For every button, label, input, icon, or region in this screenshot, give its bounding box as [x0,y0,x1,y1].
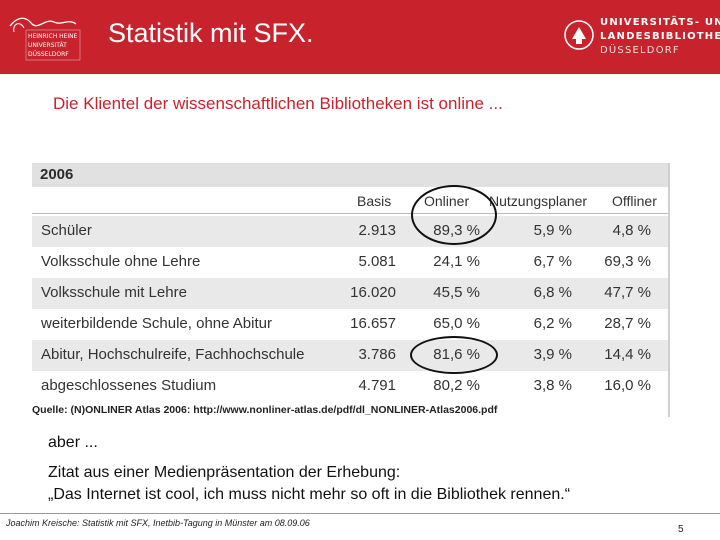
cell-basis: 2.913 [358,222,396,239]
column-header-nutzungsplaner: Nutzungsplaner [489,193,588,209]
cell-basis: 3.786 [358,346,396,363]
table-row: abgeschlossenes Studium 4.791 80,2 % 3,8… [32,371,668,402]
table-row: Volksschule ohne Lehre 5.081 24,1 % 6,7 … [32,247,668,278]
ulb-logo-line: DÜSSELDORF [600,45,680,56]
cell-nutzungsplaner: 6,8 % [533,284,572,301]
highlight-ring-abitur [410,336,498,374]
table-year: 2006 [40,166,74,183]
cell-offliner: 69,3 % [604,253,651,270]
row-label: Volksschule ohne Lehre [41,253,201,270]
table-source: Quelle: (N)ONLINER Atlas 2006: http://ww… [32,404,498,416]
cell-offliner: 4,8 % [612,222,651,239]
row-label: Abitur, Hochschulreife, Fachhochschule [41,346,305,363]
quote-text: „Das Internet ist cool, ich muss nicht m… [48,486,571,503]
table-row: Abitur, Hochschulreife, Fachhochschule 3… [32,340,668,371]
cell-basis: 16.657 [350,315,396,332]
cell-onliner: 24,1 % [433,253,480,270]
cell-nutzungsplaner: 5,9 % [533,222,572,239]
hhu-logo-line: DÜSSELDORF [28,51,69,58]
quote-intro: Zitat aus einer Medienpräsentation der E… [48,464,401,481]
page-number: 5 [678,524,684,535]
row-label: Volksschule mit Lehre [41,284,187,301]
cell-onliner: 80,2 % [433,377,480,394]
ulb-logo-line: UNIVERSITÄTS- UND [600,17,720,28]
footer-text: Joachim Kreische: Statistik mit SFX, Ine… [6,518,310,528]
row-label: abgeschlossenes Studium [41,377,217,394]
statistics-table: 2006 Basis Onliner Nutzungsplaner Offlin… [32,163,670,417]
column-header-offliner: Offliner [612,193,657,209]
ulb-logo-line: LANDESBIBLIOTHEK [600,31,720,42]
ulb-logo: UNIVERSITÄTS- UND LANDESBIBLIOTHEK DÜSSE… [562,14,720,64]
slide-header: HEINRICH HEINE UNIVERSITÄT DÜSSELDORF St… [0,0,720,74]
table-row: Schüler 2.913 89,3 % 5,9 % 4,8 % [32,216,668,247]
ulb-emblem-icon [564,20,594,50]
cell-offliner: 16,0 % [604,377,651,394]
cell-nutzungsplaner: 6,2 % [533,315,572,332]
cell-nutzungsplaner: 3,9 % [533,346,572,363]
table-year-bar: 2006 [32,163,668,187]
slide-title: Statistik mit SFX. [108,18,314,48]
footer-divider [0,513,720,514]
aber-text: aber ... [48,434,98,451]
table-row: weiterbildende Schule, ohne Abitur 16.65… [32,309,668,340]
cell-onliner: 45,5 % [433,284,480,301]
cell-basis: 16.020 [350,284,396,301]
cell-offliner: 14,4 % [604,346,651,363]
header-divider [32,213,668,214]
hhu-logo-line: HEINRICH HEINE [28,33,78,40]
cell-onliner: 65,0 % [433,315,480,332]
cell-basis: 5.081 [358,253,396,270]
column-header-basis: Basis [357,193,392,209]
hhu-logo-line: UNIVERSITÄT [28,42,67,49]
cell-offliner: 47,7 % [604,284,651,301]
row-label: weiterbildende Schule, ohne Abitur [41,315,272,332]
cell-basis: 4.791 [358,377,396,394]
cell-nutzungsplaner: 3,8 % [533,377,572,394]
cell-nutzungsplaner: 6,7 % [533,253,572,270]
hhu-logo: HEINRICH HEINE UNIVERSITÄT DÜSSELDORF [6,14,86,64]
table-row: Volksschule mit Lehre 16.020 45,5 % 6,8 … [32,278,668,309]
highlight-ring-schueler [411,185,497,245]
row-label: Schüler [41,222,92,239]
cell-offliner: 28,7 % [604,315,651,332]
slide-subtitle: Die Klientel der wissenschaftlichen Bibl… [53,94,503,113]
